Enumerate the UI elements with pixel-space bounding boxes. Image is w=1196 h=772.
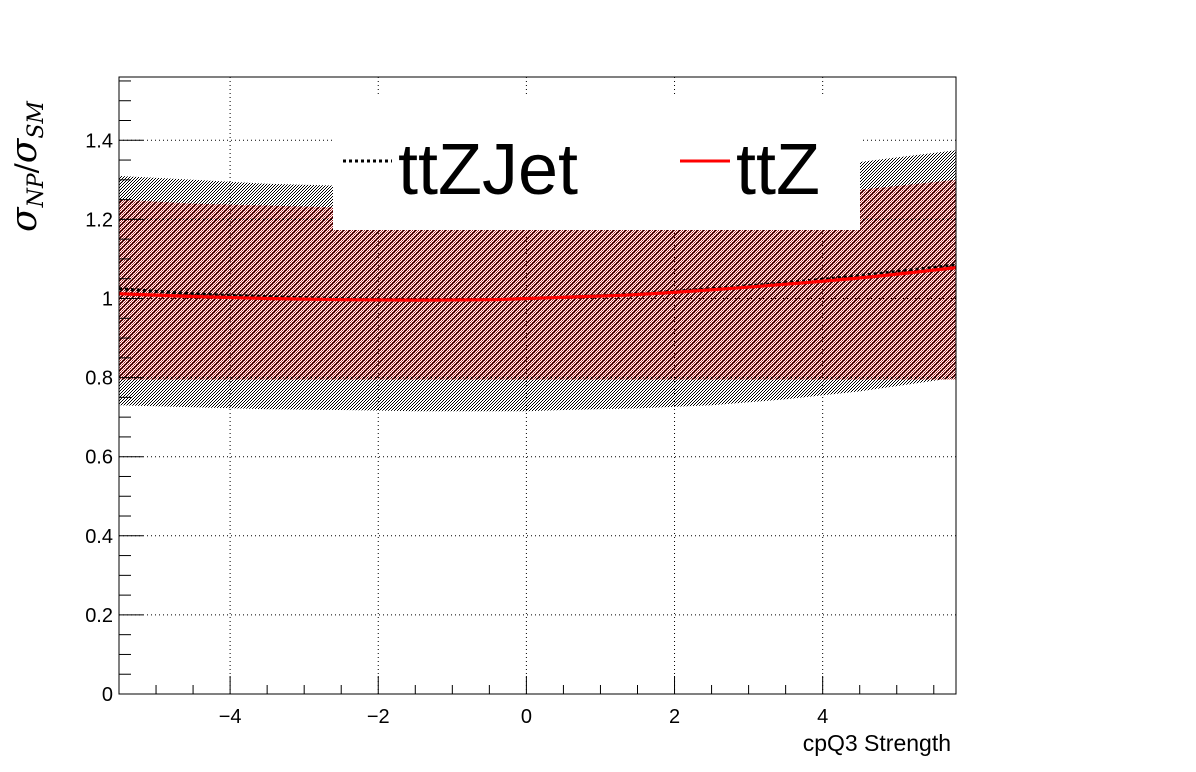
y-axis-title: σNP/σSM xyxy=(4,101,49,232)
y-tick-label: 1 xyxy=(102,288,113,310)
x-axis-title: cpQ3 Strength xyxy=(803,730,951,756)
x-tick-label: 4 xyxy=(817,706,828,728)
y-tick-label: 0.4 xyxy=(85,526,113,548)
x-tick-label: −2 xyxy=(367,706,390,728)
legend: ttZJet ttZ xyxy=(333,97,860,230)
x-tick-label: 0 xyxy=(521,706,532,728)
series-curves xyxy=(118,263,957,302)
y-tick-label: 1.2 xyxy=(85,209,113,231)
series-line-ttz xyxy=(118,266,957,302)
y-tick-label: 0.6 xyxy=(85,447,113,469)
axis-labels: cpQ3 Strength σNP/σSM xyxy=(4,101,951,756)
y-tick-label: 1.4 xyxy=(85,130,113,152)
legend-label-ttzjet: ttZJet xyxy=(398,130,578,210)
legend-box xyxy=(333,97,860,230)
y-tick-label: 0 xyxy=(102,684,113,706)
plot-frame xyxy=(118,76,957,695)
axes: −4 −2 0 2 4 0 0.2 0.4 0.6 0.8 1 1.2 1.4 xyxy=(85,76,957,728)
grid-lines xyxy=(119,77,956,694)
legend-label-ttz: ttZ xyxy=(736,130,820,210)
y-tick-label: 0.2 xyxy=(85,605,113,627)
x-tick-label: −4 xyxy=(219,706,242,728)
y-tick-label: 0.8 xyxy=(85,368,113,390)
x-tick-label: 2 xyxy=(669,706,680,728)
